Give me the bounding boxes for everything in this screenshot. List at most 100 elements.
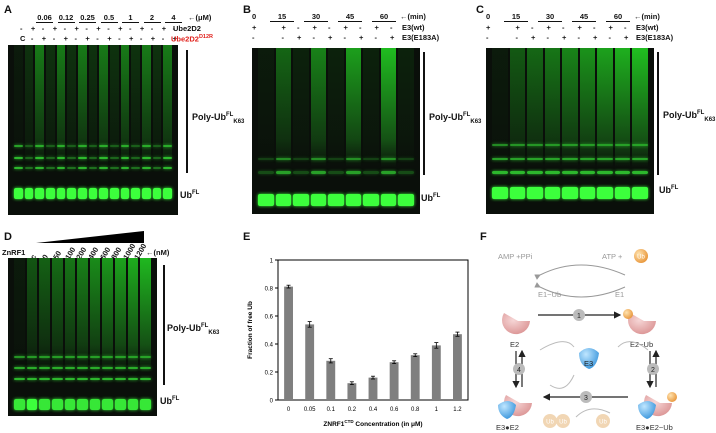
row-mark: - bbox=[118, 34, 121, 43]
gel-band bbox=[509, 170, 526, 174]
gel-band bbox=[562, 144, 578, 147]
gel-band bbox=[127, 398, 139, 410]
time-value: 15 bbox=[270, 12, 294, 22]
gel-band bbox=[67, 167, 76, 170]
gel-band bbox=[115, 378, 126, 381]
e3mut-mark: + bbox=[562, 33, 567, 42]
e3wt-mark: - bbox=[531, 23, 534, 32]
gel-band bbox=[99, 145, 108, 148]
gel-band bbox=[544, 157, 561, 160]
e3mut-mark: - bbox=[515, 33, 519, 42]
e3wt-mark: - bbox=[359, 23, 362, 32]
row-name-e3mut: E3(E183A) bbox=[636, 33, 674, 42]
gel-band bbox=[67, 157, 76, 160]
x-axis-label: ZNRF1CTD Concentration (in μM) bbox=[323, 419, 422, 428]
gel-band bbox=[99, 187, 108, 199]
gel-a bbox=[8, 45, 178, 215]
gel-band bbox=[345, 194, 362, 207]
gel-lane bbox=[67, 45, 76, 215]
gel-lane bbox=[398, 48, 414, 214]
row-mark: + bbox=[129, 34, 134, 43]
gel-lane bbox=[127, 258, 139, 416]
panel-e-label: E bbox=[243, 231, 251, 243]
e3mut-mark: + bbox=[328, 33, 333, 42]
time-value: 30 bbox=[304, 12, 328, 22]
gel-band bbox=[14, 378, 25, 381]
gel-lane bbox=[293, 48, 309, 214]
gel-band bbox=[14, 167, 23, 170]
e3mut-mark: - bbox=[546, 33, 550, 42]
gel-band bbox=[67, 187, 76, 199]
e3mut-mark: + bbox=[593, 33, 598, 42]
x-tick-label: 0.6 bbox=[390, 407, 399, 413]
gel-band bbox=[77, 398, 88, 410]
gel-band bbox=[527, 187, 543, 200]
gel-band bbox=[140, 398, 151, 410]
panel-b-label: B bbox=[243, 4, 251, 16]
gel-band bbox=[152, 157, 162, 160]
gel-band bbox=[110, 145, 119, 148]
gel-band bbox=[275, 194, 292, 207]
gel-band bbox=[293, 170, 309, 174]
gel-band bbox=[632, 187, 648, 200]
time-value: 0 bbox=[252, 12, 257, 21]
gel-band bbox=[88, 145, 98, 148]
y-tick-label: 0.4 bbox=[265, 343, 274, 349]
gel-band bbox=[131, 167, 140, 170]
gel-band bbox=[527, 144, 543, 147]
gel-band bbox=[102, 378, 114, 381]
row-mark: + bbox=[30, 24, 36, 33]
gel-band bbox=[64, 367, 76, 370]
e1-text: E1 bbox=[615, 290, 624, 299]
gel-band bbox=[24, 157, 34, 160]
conc-value: 1 bbox=[122, 13, 139, 23]
gel-band bbox=[363, 157, 379, 160]
gel-band bbox=[131, 157, 140, 160]
gel-band bbox=[99, 157, 108, 160]
gel-band bbox=[509, 157, 526, 160]
e3wt-mark: + bbox=[343, 23, 348, 32]
panel-f-label: F bbox=[480, 231, 487, 243]
gel-band bbox=[26, 398, 38, 410]
row-name: Ube2D2 bbox=[173, 24, 201, 33]
gel-band bbox=[258, 157, 274, 160]
e3wt-mark: + bbox=[312, 23, 317, 32]
gel-lane bbox=[614, 48, 631, 214]
conc-value: 2 bbox=[143, 13, 161, 23]
e3wt-mark: + bbox=[281, 23, 286, 32]
gel-band bbox=[140, 355, 151, 358]
x-tick-label: 0.8 bbox=[411, 407, 420, 413]
panel-c-label: C bbox=[476, 4, 484, 16]
gel-band bbox=[14, 398, 25, 410]
bar bbox=[347, 383, 357, 400]
e3wt-mark: + bbox=[374, 23, 379, 32]
gel-band bbox=[614, 157, 631, 160]
gel-lane bbox=[89, 258, 101, 416]
e3mut-mark: - bbox=[343, 33, 347, 42]
gel-band bbox=[614, 144, 631, 147]
gel-band bbox=[527, 157, 543, 160]
gel-band bbox=[46, 145, 55, 148]
gel-band bbox=[597, 187, 613, 200]
ub-ball-atp bbox=[634, 249, 648, 263]
gel-band bbox=[345, 157, 362, 160]
gel-lane bbox=[328, 48, 344, 214]
gel-lane bbox=[39, 258, 50, 416]
polyub-label-d: Poly-UbFLK63 bbox=[167, 323, 220, 336]
e3wt-mark: + bbox=[608, 23, 613, 32]
gel-band bbox=[562, 157, 578, 160]
polyub-bracket-a bbox=[186, 50, 188, 173]
e3mut-mark: + bbox=[624, 33, 629, 42]
row-mark: + bbox=[107, 34, 112, 43]
e3wt-mark: - bbox=[562, 23, 565, 32]
gel-lane bbox=[102, 258, 114, 416]
e3mut-mark: + bbox=[390, 33, 395, 42]
time-value: 30 bbox=[538, 12, 562, 22]
gel-band bbox=[328, 157, 344, 160]
e3wt-mark: + bbox=[252, 23, 257, 32]
gel-lane bbox=[131, 45, 140, 215]
e3mut-mark: - bbox=[312, 33, 316, 42]
gel-band bbox=[509, 144, 526, 147]
gel-band bbox=[127, 355, 139, 358]
e3-shape bbox=[579, 348, 599, 369]
